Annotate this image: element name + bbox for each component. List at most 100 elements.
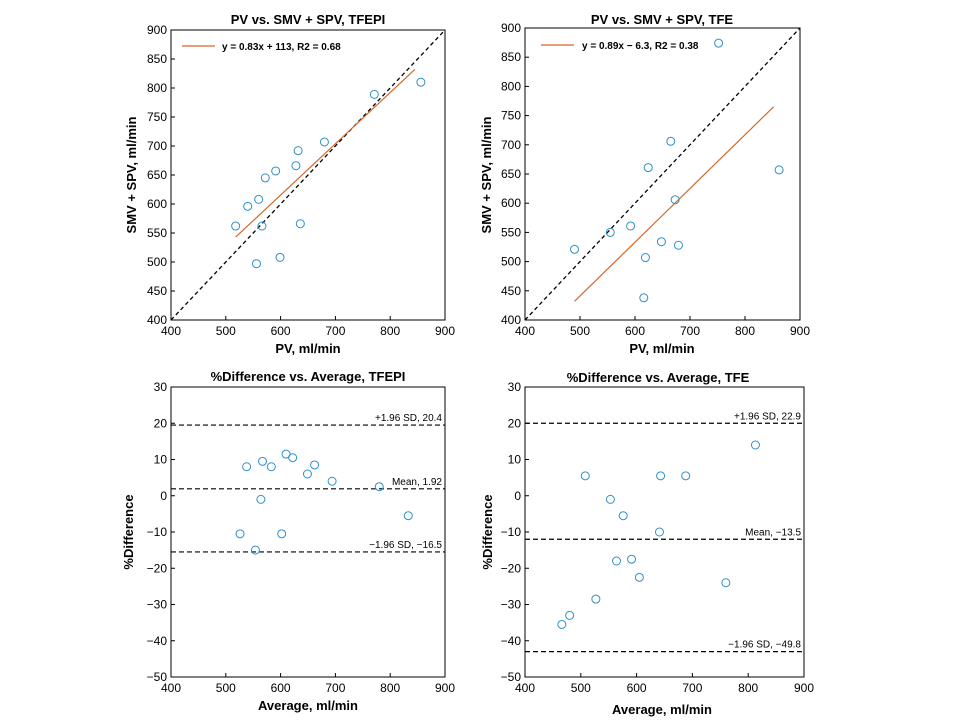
chart-title: %Difference vs. Average, TFE <box>567 370 750 385</box>
data-point <box>591 594 601 604</box>
data-point <box>374 482 384 492</box>
data-point <box>257 221 267 231</box>
y-tick-label: −30 <box>147 598 168 612</box>
reference-line-label: +1.96 SD, 20.4 <box>375 413 442 424</box>
y-tick-label: −40 <box>147 634 168 648</box>
y-tick-label: 600 <box>147 197 167 211</box>
data-point <box>654 527 664 537</box>
x-tick-label: 400 <box>515 681 535 695</box>
y-tick-label: 650 <box>147 168 167 182</box>
data-point <box>275 252 285 262</box>
data-point <box>640 253 650 263</box>
chart-title: PV vs. SMV + SPV, TFE <box>591 12 734 27</box>
data-point <box>416 77 426 87</box>
y-tick-label: 550 <box>501 225 521 239</box>
x-tick-label: 900 <box>435 681 455 695</box>
x-tick-label: 800 <box>735 324 755 338</box>
y-tick-label: 800 <box>501 79 521 93</box>
x-tick-label: 600 <box>625 324 645 338</box>
data-point <box>271 166 281 176</box>
x-tick-label: 400 <box>161 324 181 338</box>
data-point <box>612 556 622 566</box>
panel-difference-vs-average-tfe: %Difference vs. Average, TFE 400 500 600 70… <box>480 370 814 717</box>
x-tick-label: 600 <box>271 681 291 695</box>
y-tick-label: 900 <box>501 21 521 35</box>
x-tick-label: 400 <box>161 681 181 695</box>
y-axis-label: SMV + SPV, ml/min <box>479 116 494 233</box>
data-point <box>605 227 615 237</box>
y-tick-label: −50 <box>501 670 522 684</box>
y-tick-label: 30 <box>508 380 522 394</box>
x-tick-label: 500 <box>571 681 591 695</box>
reference-line-label: −1.96 SD, −49.8 <box>728 640 801 651</box>
y-tick-label: 750 <box>501 109 521 123</box>
data-point <box>639 293 649 303</box>
y-tick-label: −40 <box>501 634 522 648</box>
data-point <box>243 201 253 211</box>
data-point <box>235 529 245 539</box>
data-point <box>681 471 691 481</box>
y-axis-label: %Difference <box>480 494 495 569</box>
data-point <box>302 469 312 479</box>
data-point <box>626 221 636 231</box>
y-tick-label: −20 <box>147 561 168 575</box>
data-point <box>295 219 305 229</box>
y-tick-label: 30 <box>154 380 168 394</box>
data-point <box>293 146 303 156</box>
data-point <box>643 163 653 173</box>
data-point <box>231 221 241 231</box>
chart-title: PV vs. SMV + SPV, TFEPI <box>231 12 386 27</box>
panel-pv-vs-smv-spv-tfepi: PV vs. SMV + SPV, TFEPI 400 500 600 700 800 9… <box>124 12 455 356</box>
y-tick-label: 750 <box>147 110 167 124</box>
data-point <box>666 136 676 146</box>
x-tick-label: 700 <box>325 324 345 338</box>
data-point <box>670 195 680 205</box>
data-point <box>673 240 683 250</box>
x-tick-label: 500 <box>216 681 236 695</box>
y-tick-label: 10 <box>508 453 522 467</box>
data-point <box>634 572 644 582</box>
y-tick-label: 450 <box>147 284 167 298</box>
y-tick-label: −20 <box>501 561 522 575</box>
data-point <box>256 494 266 504</box>
data-point <box>266 462 276 472</box>
data-point <box>580 471 590 481</box>
x-tick-label: 500 <box>570 324 590 338</box>
panel-pv-vs-smv-spv-tfe: PV vs. SMV + SPV, TFE 400 500 600 700 800 900… <box>479 12 810 356</box>
y-tick-label: 0 <box>514 489 521 503</box>
x-axis-label: PV, ml/min <box>629 341 694 356</box>
data-point <box>258 456 268 466</box>
x-tick-label: 400 <box>515 324 535 338</box>
regression-fit-line <box>574 106 775 302</box>
x-tick-label: 700 <box>325 681 345 695</box>
x-tick-label: 900 <box>790 324 810 338</box>
data-point <box>403 511 413 521</box>
x-tick-label: 800 <box>738 681 758 695</box>
legend-fit-equation: y = 0.89x − 6.3, R2 = 0.38 <box>582 41 699 52</box>
data-point <box>750 440 760 450</box>
y-tick-label: 20 <box>508 416 522 430</box>
y-tick-label: −30 <box>501 598 522 612</box>
y-axis-label: %Difference <box>121 494 136 569</box>
data-point <box>570 244 579 254</box>
data-point <box>774 165 784 175</box>
y-tick-label: 550 <box>147 226 167 240</box>
y-tick-label: 10 <box>154 453 168 467</box>
data-point <box>250 545 260 555</box>
y-tick-label: 850 <box>501 50 521 64</box>
y-tick-label: 700 <box>147 139 167 153</box>
data-point <box>369 89 379 99</box>
reference-line-label: −1.96 SD, −16.5 <box>369 540 442 551</box>
data-point <box>310 460 320 470</box>
y-tick-label: 400 <box>147 313 167 327</box>
y-tick-label: −10 <box>501 525 522 539</box>
y-tick-label: 500 <box>147 255 167 269</box>
regression-fit-line <box>235 69 416 238</box>
data-point <box>288 453 298 463</box>
y-tick-label: 700 <box>501 138 521 152</box>
y-tick-label: 900 <box>147 23 167 37</box>
x-tick-label: 800 <box>380 681 400 695</box>
x-tick-label: 600 <box>627 681 647 695</box>
y-tick-label: 450 <box>501 284 521 298</box>
